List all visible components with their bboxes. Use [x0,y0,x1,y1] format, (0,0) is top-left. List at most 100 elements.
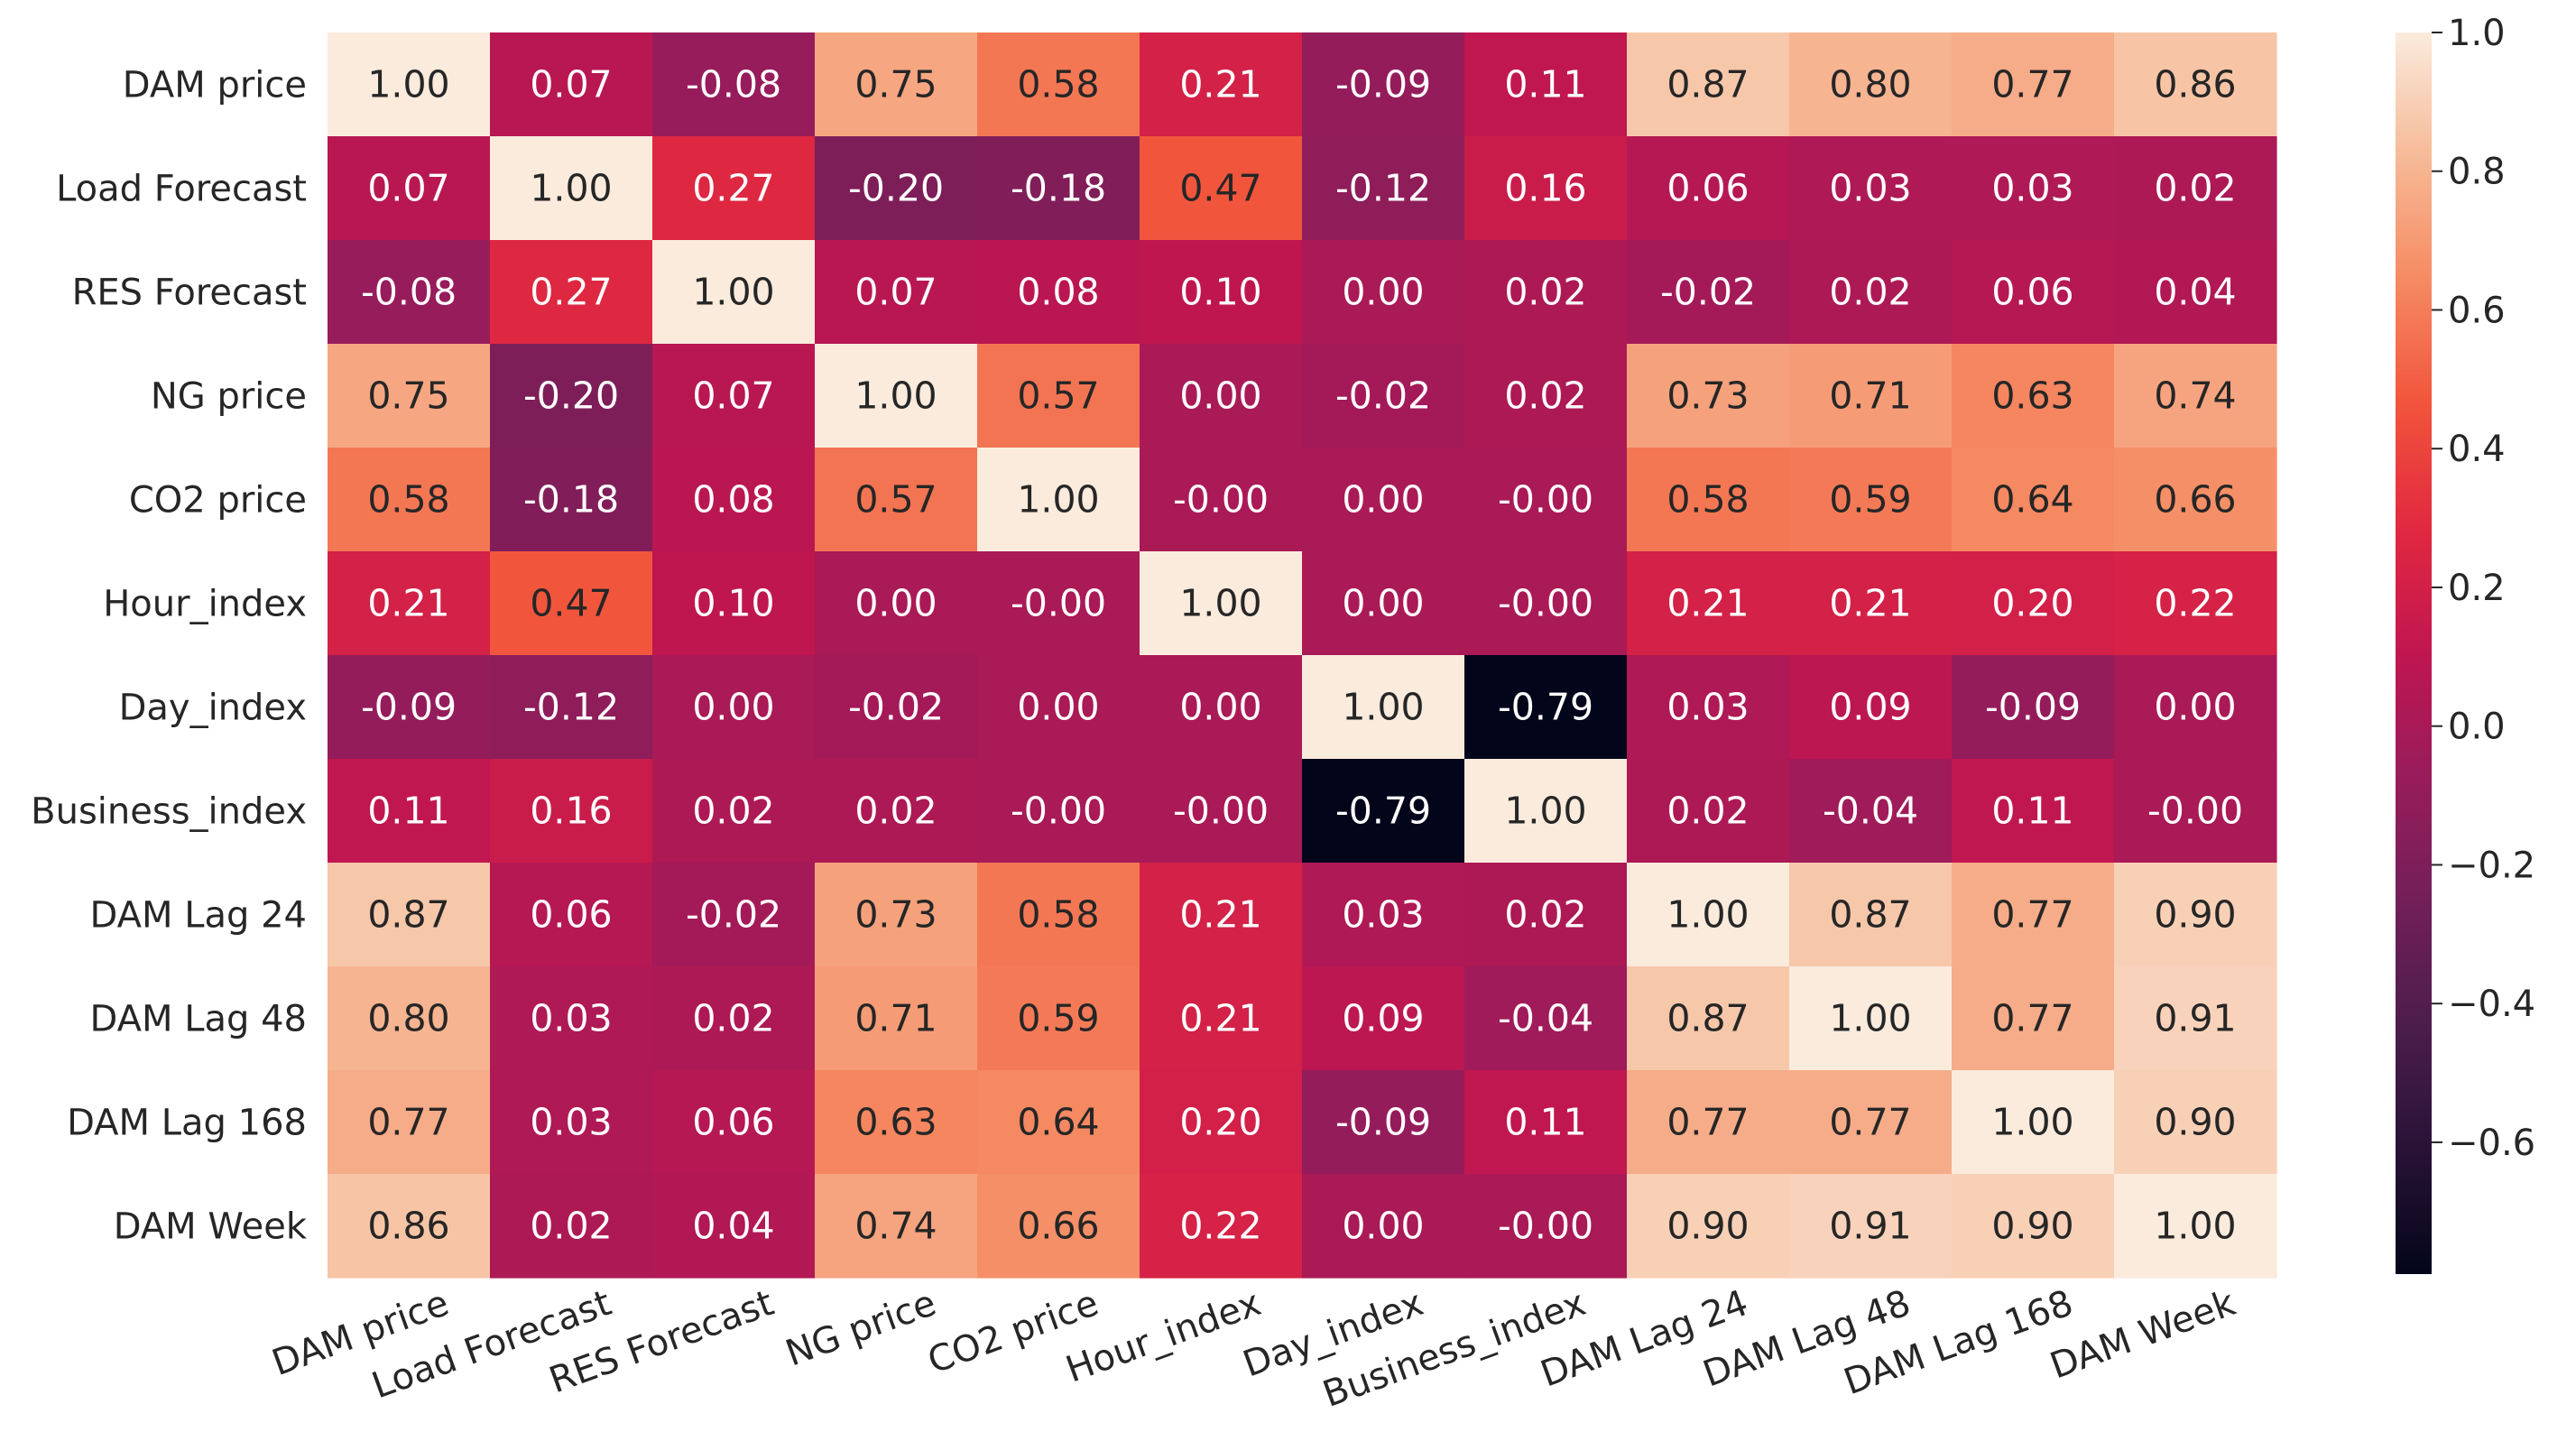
heatmap-cell [2114,966,2277,1071]
cell-value-label: 0.10 [1179,271,1261,314]
cell-value-label: -0.00 [1011,790,1106,833]
cell-value-label: 0.73 [1667,374,1749,418]
cell-value-label: 0.00 [854,582,937,625]
heatmap-cell [1789,448,1953,552]
y-tick-label: DAM Lag 24 [90,895,308,937]
heatmap-cell [1952,1174,2115,1279]
heatmap-cell [1140,759,1303,864]
cell-value-label: 0.02 [1829,271,1911,314]
heatmap-cell [2114,32,2277,137]
heatmap-cell [1140,551,1303,656]
heatmap-cell [1140,136,1303,241]
heatmap-cell [815,655,978,760]
cell-value-label: 0.77 [1991,893,2073,937]
cell-value-label: 0.59 [1017,997,1099,1040]
heatmap-cell [1627,1174,1790,1279]
cell-value-label: -0.09 [361,686,457,729]
cell-value-label: 0.75 [367,374,449,418]
cell-value-label: -0.79 [1335,790,1431,833]
y-tick-label: Hour_index [103,584,307,625]
cell-value-label: 0.00 [1342,478,1424,522]
heatmap-cell [490,759,653,864]
heatmap-cell [1140,966,1303,1071]
cell-value-label: 0.03 [1829,167,1911,210]
cell-value-label: 0.07 [692,374,774,418]
heatmap-cell [1952,966,2115,1071]
cell-value-label: 0.04 [692,1205,774,1248]
cell-value-label: 0.90 [2154,1101,2236,1144]
y-axis-tick-labels: DAM price Load Forecast RES Forecast NG pri… [31,65,308,1248]
heatmap-cell [1789,759,1953,864]
cell-value-label: 0.47 [1179,167,1261,210]
heatmap-cell [328,344,491,448]
heatmap-cell [490,240,653,345]
cell-value-label: 0.10 [692,582,774,625]
heatmap-cell [1627,551,1790,656]
y-tick-label: DAM Lag 168 [67,1103,307,1144]
heatmap-cell [652,863,816,967]
heatmap-cell [1302,966,1465,1071]
cell-value-label: 0.66 [2154,478,2236,522]
cell-value-label: -0.09 [1335,63,1431,106]
heatmap-cell [328,966,491,1071]
cell-value-label: 0.27 [692,167,774,210]
heatmap-cell [328,863,491,967]
heatmap-cell [1302,1174,1465,1279]
cell-value-label: 0.66 [1017,1205,1099,1248]
cell-value-label: 0.64 [1991,478,2073,522]
heatmap-cell [1464,863,1628,967]
colorbar-tick-label: −0.2 [2448,845,2535,886]
heatmap-cell [1140,32,1303,137]
cell-value-label: -0.02 [1335,374,1431,418]
heatmap-cell [1140,863,1303,967]
heatmap-cell [1789,966,1953,1071]
cell-value-label: 0.02 [854,790,937,833]
cell-value-label: 0.71 [1829,374,1911,418]
y-tick-label: NG price [151,376,307,418]
cell-value-label: 0.02 [1504,893,1586,937]
cell-value-label: -0.00 [1498,478,1593,522]
cell-value-label: -0.12 [523,686,619,729]
heatmap-cell [2114,1070,2277,1175]
heatmap-cell [1464,448,1628,552]
colorbar-tick-label: −0.4 [2448,984,2535,1025]
heatmap-cell [2114,551,2277,656]
cell-value-label: 0.77 [1829,1101,1911,1144]
heatmap-cell [1952,863,2115,967]
cell-value-label: 1.00 [367,63,449,106]
cell-value-label: 0.63 [854,1101,937,1144]
heatmap-cell [490,551,653,656]
cell-value-label: 0.22 [2154,582,2236,625]
cell-value-label: 0.11 [1504,63,1586,106]
heatmap-cell [652,759,816,864]
cell-value-label: 0.21 [1179,997,1261,1040]
cell-value-label: 0.02 [1504,374,1586,418]
cell-value-label: 0.77 [1991,997,2073,1040]
heatmap-cell [652,551,816,656]
heatmap-cell [815,1174,978,1279]
heatmap-cell [977,344,1140,448]
cell-value-label: 0.00 [1179,374,1261,418]
cell-value-label: 0.02 [2154,167,2236,210]
cell-value-label: 0.58 [1017,63,1099,106]
heatmap-cell [490,32,653,137]
cell-value-label: 0.03 [1342,893,1424,937]
heatmap-cell-labels: 1.00 0.07 -0.08 0.75 0.58 0.21 -0.09 0.11 0.87 0.… [361,63,2243,1248]
heatmap-cell [328,136,491,241]
heatmap-cell [652,1174,816,1279]
cell-value-label: 0.57 [1017,374,1099,418]
cell-value-label: -0.00 [2147,790,2243,833]
heatmap-cell [1464,1174,1628,1279]
heatmap-cell [1464,759,1628,864]
heatmap-cell [2114,863,2277,967]
heatmap-cell [815,240,978,345]
cell-value-label: 0.58 [1017,893,1099,937]
cell-value-label: 0.07 [854,271,937,314]
cell-value-label: 0.04 [2154,271,2236,314]
cell-value-label: 0.03 [530,997,612,1040]
colorbar-tick-label: 0.6 [2448,290,2506,331]
heatmap-cell [328,1070,491,1175]
colorbar [2396,32,2432,1274]
heatmap-cell [1789,32,1953,137]
cell-value-label: 0.80 [367,997,449,1040]
